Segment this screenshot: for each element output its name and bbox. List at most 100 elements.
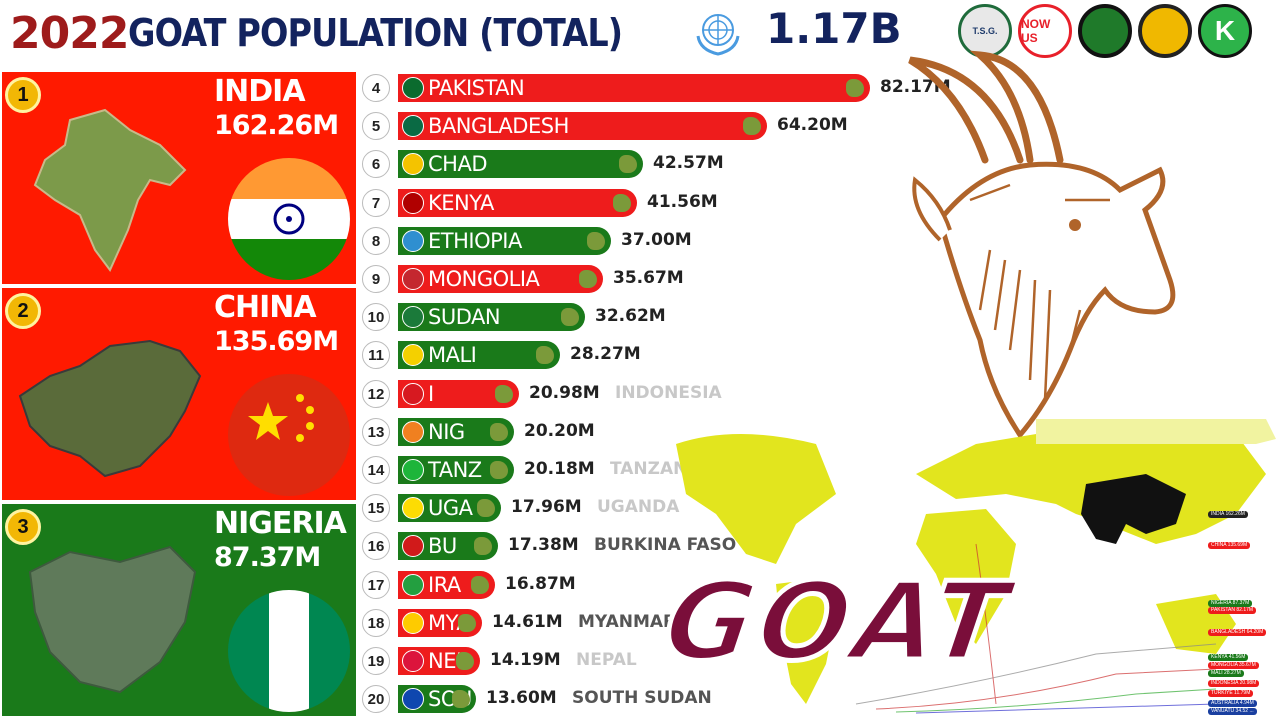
mini-legend-item: AUSTRALIA 4.94M [1208, 700, 1257, 707]
bar-label: BANGLADESH [428, 114, 569, 138]
country-shape-icon [458, 614, 476, 632]
bar-label: UGA [428, 496, 473, 520]
country-shape-icon [613, 194, 631, 212]
flag-icon [402, 268, 424, 290]
country-value: 162.26M [214, 110, 339, 141]
flag-icon [402, 688, 424, 710]
bar: BU [398, 532, 498, 560]
flag-icon [402, 230, 424, 252]
rank-label: 7 [362, 189, 390, 217]
rank-label: 11 [362, 341, 390, 369]
top-card-3: 3 NIGERIA 87.37M [2, 504, 356, 716]
bar: ETHIOPIA [398, 227, 611, 255]
mini-legend-item: TÜRKIYE 11.79M [1208, 690, 1254, 697]
k-logo-icon: K [1198, 4, 1252, 58]
bar: MONGOLIA [398, 265, 603, 293]
world-map-icon [676, 419, 1276, 714]
flag-icon [402, 535, 424, 557]
bar-label: KENYA [428, 191, 494, 215]
chart-title: GOAT POPULATION (TOTAL) [128, 11, 623, 55]
flag-icon [402, 612, 424, 634]
rank-badge: 2 [5, 293, 41, 329]
country-shape-icon [743, 117, 761, 135]
mini-legend-item: NIGERIA 87.37M [1208, 600, 1253, 607]
green-swirl-logo-icon [1078, 4, 1132, 58]
bar-label: MALI [428, 343, 477, 367]
bar-label: NIG [428, 420, 465, 444]
flag-icon [402, 153, 424, 175]
flag-icon [402, 650, 424, 672]
country-shape-icon [619, 155, 637, 173]
flag-icon [402, 421, 424, 443]
mini-legend-item: BANGLADESH 64.20M [1208, 629, 1267, 636]
country-shape-icon [452, 690, 470, 708]
bar-label: BU [428, 534, 457, 558]
rank-label: 17 [362, 571, 390, 599]
rank-label: 10 [362, 303, 390, 331]
china-flag-icon [228, 374, 350, 496]
country-name-outside: NEPAL [576, 650, 637, 670]
value-label: 37.00M [621, 230, 692, 250]
value-label: 13.60M [486, 688, 557, 708]
flag-icon [402, 115, 424, 137]
rank-label: 9 [362, 265, 390, 293]
mini-legend-item: PAKISTAN 82.17M [1208, 607, 1257, 614]
bar: MALI [398, 341, 560, 369]
rank-label: 13 [362, 418, 390, 446]
country-shape-icon [495, 385, 513, 403]
rank-label: 8 [362, 227, 390, 255]
country-name-outside: MYANMAR [578, 612, 677, 632]
mini-legend-item: CHINA 135.69M [1208, 542, 1251, 549]
value-label: 16.87M [505, 574, 576, 594]
bar: KENYA [398, 189, 637, 217]
country-shape-icon [846, 79, 864, 97]
bar: NEP [398, 647, 480, 675]
country-name-outside: INDONESIA [615, 383, 722, 403]
rank-label: 6 [362, 150, 390, 178]
country-shape-icon [587, 232, 605, 250]
now-us-logo-icon: NOW US [1018, 4, 1072, 58]
value-label: 20.18M [524, 459, 595, 479]
country-name-outside: UGANDA [597, 497, 680, 517]
country-name-outside: BURKINA FASO [594, 535, 737, 555]
bar: IRA [398, 571, 495, 599]
rank-label: 14 [362, 456, 390, 484]
india-flag-icon [228, 158, 350, 280]
country-shape-icon [477, 499, 495, 517]
bar: SUDAN [398, 303, 585, 331]
mini-legend-item: INDIA 162.26M [1208, 511, 1248, 518]
mini-legend-item: KENYA 41.56M [1208, 654, 1249, 661]
value-label: 17.38M [508, 535, 579, 555]
country-name: INDIA [214, 74, 306, 109]
country-shape-icon [561, 308, 579, 326]
flag-icon [402, 574, 424, 596]
bar: UGA [398, 494, 501, 522]
country-shape-icon [474, 537, 492, 555]
country-value: 135.69M [214, 326, 339, 357]
country-shape-icon [490, 461, 508, 479]
country-shape-icon [471, 576, 489, 594]
country-shape-icon [490, 423, 508, 441]
china-map-icon [18, 339, 202, 478]
value-label: 14.61M [492, 612, 563, 632]
bar: I [398, 380, 519, 408]
goat-illustration-icon [908, 50, 1176, 440]
mini-legend-item: MONGOLIA 35.67M [1208, 662, 1259, 669]
bar: PAKISTAN [398, 74, 870, 102]
mini-legend-item: INDONESIA 20.98M [1208, 680, 1260, 687]
bar: MYA [398, 609, 482, 637]
bar: CHAD [398, 150, 643, 178]
bar-label: I [428, 382, 434, 406]
country-name: CHINA [214, 290, 317, 325]
flag-icon [402, 459, 424, 481]
country-value: 87.37M [214, 542, 321, 573]
bar: BANGLADESH [398, 112, 767, 140]
flag-icon [402, 344, 424, 366]
value-label: 35.67M [613, 268, 684, 288]
mini-legend-item: VANUATU 34.52 ... [1208, 708, 1257, 715]
flag-icon [402, 77, 424, 99]
value-label: 20.98M [529, 383, 600, 403]
rank-label: 20 [362, 685, 390, 713]
bar: TANZ [398, 456, 514, 484]
bar-label: ETHIOPIA [428, 229, 522, 253]
